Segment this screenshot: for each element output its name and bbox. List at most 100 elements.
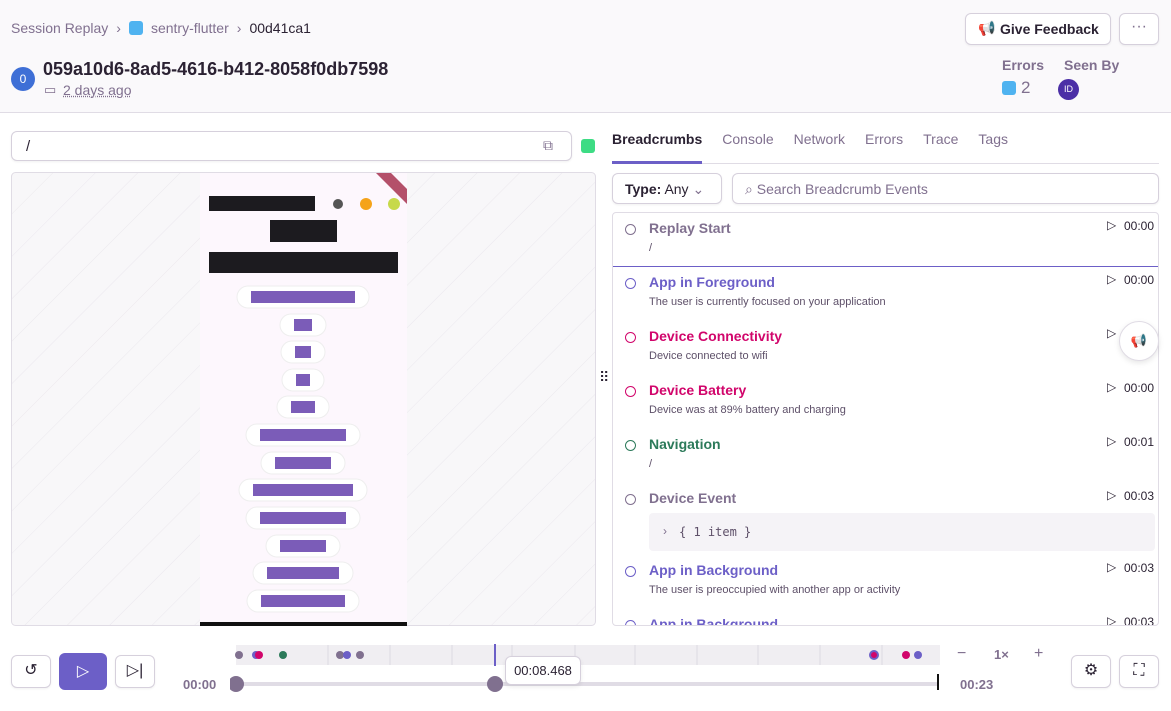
feedback-fab[interactable]: 📢 — [1119, 321, 1159, 361]
project-icon — [128, 21, 143, 35]
app-button-label — [267, 567, 339, 579]
event-time-icon: ▷ — [1107, 560, 1117, 574]
fullscreen-button[interactable]: ⛶ — [1119, 655, 1159, 688]
event-icon — [625, 620, 636, 625]
event-time-icon: ▷ — [1107, 614, 1117, 626]
event-description: Device connected to wifi — [649, 350, 768, 362]
chevron: › — [663, 524, 667, 538]
type-filter[interactable]: Type: Any ⌄ — [612, 173, 722, 204]
url: / — [26, 138, 31, 155]
megaphone-icon: 📢 — [978, 20, 996, 36]
project-icon — [1002, 81, 1016, 95]
event-title: App in Background — [649, 616, 779, 626]
speed[interactable]: 1× — [994, 647, 1009, 662]
app-button-label — [296, 374, 310, 386]
tab[interactable]: Trace — [923, 131, 959, 147]
app-button-label — [251, 291, 355, 303]
breadcrumb-item[interactable]: App in Background ▷ 00:03 — [613, 609, 1158, 626]
time-tooltip: 00:08.468 — [505, 656, 581, 685]
event-title: Device Battery — [649, 382, 747, 398]
event-time[interactable]: 00:03 — [1123, 615, 1154, 626]
replay-viewport — [11, 172, 596, 626]
filter-value: Any — [664, 181, 689, 197]
viewer-avatar: ID — [1058, 79, 1079, 100]
app-button-label — [280, 540, 326, 552]
event-title: Navigation — [649, 436, 721, 452]
more-button[interactable]: ··· — [1119, 13, 1159, 45]
zoom-in[interactable]: + — [1034, 645, 1044, 662]
breadcrumb-nav: Session Replay › sentry-flutter › 00d41ca1 — [11, 20, 311, 36]
event-time[interactable]: 00:03 — [1123, 489, 1154, 503]
nav-link[interactable]: Session Replay — [11, 20, 109, 36]
resize-handle[interactable]: ⠿ — [599, 369, 610, 385]
errors-count[interactable]: 2 — [1021, 78, 1031, 97]
event-icon — [625, 494, 636, 505]
duration: 00:23 — [960, 677, 994, 692]
nav-link[interactable]: sentry-flutter — [150, 20, 229, 36]
event-title: Device Event — [649, 490, 737, 506]
event-description: / — [649, 242, 653, 254]
settings-button[interactable]: ⚙ — [1071, 655, 1111, 688]
tab[interactable]: Errors — [865, 131, 904, 147]
search-input[interactable]: ⌕ Search Breadcrumb Events — [732, 173, 1159, 204]
event-code: { 1 item } — [679, 525, 752, 539]
errors-label: Errors — [1002, 57, 1045, 73]
tab[interactable]: Breadcrumbs — [612, 131, 703, 164]
event-time-icon: ▷ — [1107, 380, 1117, 394]
breadcrumb-item[interactable]: Navigation ▷ 00:01 / — [613, 429, 1158, 483]
event-icon — [625, 566, 636, 577]
event-icon — [625, 386, 636, 397]
breadcrumb-item[interactable]: Device Battery ▷ 00:00 Device was at 89% ba… — [613, 375, 1158, 429]
nav-current: 00d41ca1 — [249, 20, 311, 36]
breadcrumb-item[interactable]: Replay Start ▷ 00:00 / — [613, 213, 1158, 267]
tab[interactable]: Tags — [978, 131, 1008, 147]
placeholder: Search Breadcrumb Events — [756, 181, 928, 197]
android-icon — [581, 139, 595, 153]
filter-label: Type: — [625, 181, 662, 197]
current-time: 00:00 — [183, 677, 217, 692]
seen-by-label: Seen By — [1064, 57, 1120, 73]
event-title: Replay Start — [649, 220, 731, 236]
separator: › — [116, 20, 121, 36]
feedback-button[interactable]: Give Feedback — [965, 13, 1111, 45]
event-time[interactable]: 00:00 — [1123, 381, 1154, 395]
event-icon — [625, 224, 636, 235]
button-label: Give Feedback — [1000, 21, 1099, 37]
app-button-label — [260, 512, 346, 524]
app-button-label — [295, 346, 311, 358]
app-button-label — [261, 595, 345, 607]
separator: › — [236, 20, 242, 36]
event-time-icon: ▷ — [1107, 488, 1117, 502]
app-button-label — [294, 319, 312, 331]
event-time[interactable]: 00:00 — [1123, 219, 1154, 233]
event-description: / — [649, 458, 653, 470]
zoom-out[interactable]: − — [957, 645, 967, 662]
breadcrumb-item[interactable]: App in Background ▷ 00:03 The user is preoc… — [613, 555, 1158, 609]
event-description: The user is preoccupied with another app… — [649, 584, 901, 596]
copy-icon[interactable]: ⧉ — [543, 137, 553, 153]
event-title: Device Connectivity — [649, 328, 783, 344]
breadcrumb-item[interactable]: Device Event ▷ 00:03 › { 1 item } — [613, 483, 1158, 555]
timeline — [230, 644, 940, 692]
rewind-button[interactable]: ↺ — [11, 655, 51, 688]
event-time[interactable]: 00:03 — [1123, 561, 1154, 575]
event-icon — [625, 332, 636, 343]
event-time-icon: ▷ — [1107, 218, 1117, 232]
tab[interactable]: Console — [722, 131, 774, 147]
event-time[interactable]: 00:01 — [1123, 435, 1154, 449]
event-icon — [625, 440, 636, 451]
breadcrumb-item[interactable]: App in Foreground ▷ 00:00 The user is curre… — [613, 267, 1158, 321]
app-button-label — [291, 401, 315, 413]
app-button-label — [275, 457, 331, 469]
app-button-label — [260, 429, 346, 441]
tab[interactable]: Network — [793, 131, 845, 147]
event-time-icon: ▷ — [1107, 434, 1117, 448]
play-button[interactable]: ▷ — [59, 653, 107, 690]
event-data[interactable]: › { 1 item } — [649, 513, 1155, 551]
event-time[interactable]: 00:00 — [1123, 273, 1154, 287]
url-bar: / — [11, 131, 572, 161]
next-button[interactable]: ▷| — [115, 655, 155, 688]
event-description: The user is currently focused on your ap… — [649, 296, 886, 308]
